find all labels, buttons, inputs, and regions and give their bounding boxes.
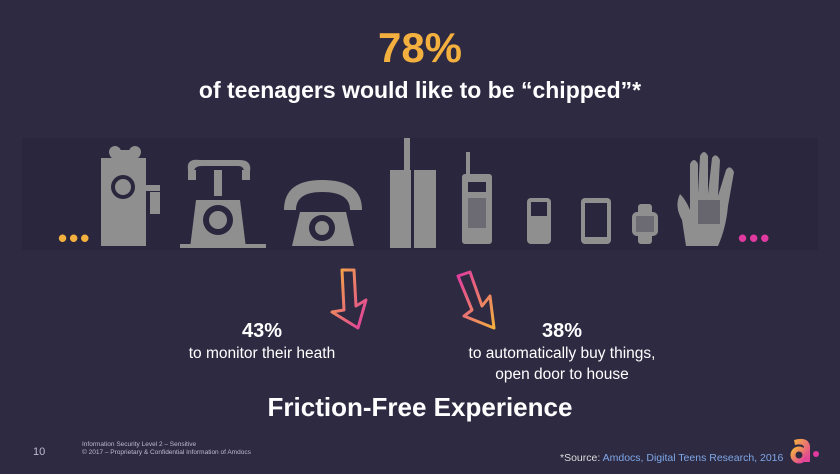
source-link[interactable]: Amdocs, Digital Teens Research, 2016	[602, 452, 784, 464]
stat-43-percent: 43%	[241, 320, 283, 342]
footer-notice: Information Security Level 2 – Sensitive…	[82, 441, 251, 457]
stat-38-description-line1: to automatically buy things,	[468, 345, 656, 362]
early-mobile-phone-icon	[462, 152, 492, 244]
rotary-desk-phone-icon	[284, 180, 362, 246]
crank-phone-icon	[101, 146, 160, 246]
hand-chip-icon	[677, 152, 734, 246]
headline-text: of teenagers would like to be “chipped”*	[198, 77, 642, 103]
device-icons-row	[101, 138, 734, 248]
smartwatch-icon	[632, 204, 658, 244]
headline-percent: 78%	[377, 24, 463, 71]
candlestick-rotary-phone-icon	[180, 159, 266, 248]
arrow-down-left-icon	[456, 270, 496, 330]
brick-cell-phone-icon	[390, 138, 436, 248]
stat-38-percent: 38%	[541, 320, 583, 342]
amdocs-logo-icon	[790, 438, 819, 464]
feature-phone-icon	[527, 198, 551, 244]
copyright-text: © 2017 – Proprietary & Confidential Info…	[82, 449, 251, 456]
right-ellipsis-dots: •••	[738, 223, 772, 253]
source-prefix: *Source:	[560, 452, 601, 464]
stat-43-description: to monitor their heath	[188, 345, 336, 362]
classification-text: Information Security Level 2 – Sensitive	[82, 441, 197, 448]
source-citation: *Source: Amdocs, Digital Teens Research,…	[560, 452, 783, 464]
stat-38-description-line2: open door to house	[495, 366, 629, 383]
arrow-down-right-icon	[330, 268, 368, 330]
left-ellipsis-dots: •••	[58, 223, 92, 253]
tagline: Friction-Free Experience	[267, 392, 573, 422]
tablet-icon	[581, 198, 611, 244]
page-number: 10	[33, 446, 46, 458]
